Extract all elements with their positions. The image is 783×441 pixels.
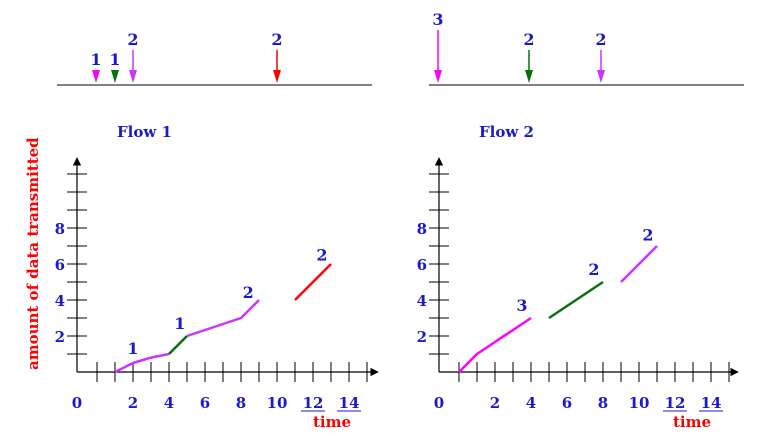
segment-label: 2	[588, 260, 599, 279]
arrival-label: 2	[127, 30, 138, 49]
y-tick-label: 4	[417, 292, 427, 310]
arrival-arrow-head	[111, 70, 119, 83]
x-tick-label: 10	[629, 394, 650, 412]
segment-label: 2	[316, 245, 327, 264]
arrival-label: 2	[271, 30, 282, 49]
arrival-arrow-head	[129, 70, 137, 83]
arrival-left-2: 2	[127, 30, 139, 83]
y-tick-label: 6	[417, 256, 427, 274]
series-segment-1	[548, 280, 604, 320]
series-segment-2	[186, 299, 260, 338]
series-segment-3	[294, 263, 332, 301]
x-tick-label: 0	[72, 394, 82, 412]
x-tick-label: 4	[164, 394, 174, 412]
arrival-arrow-head	[434, 70, 442, 83]
arrival-arrow-head	[92, 70, 100, 83]
y-tick-label: 2	[417, 328, 427, 346]
y-tick-label: 8	[55, 220, 65, 238]
x-tick-label: 0	[434, 394, 444, 412]
chart-flow-2-xlabel: time	[673, 413, 711, 431]
x-tick-label: 8	[598, 394, 608, 412]
arrival-label: 1	[90, 50, 101, 69]
segment-label: 1	[127, 339, 138, 358]
arrival-label: 2	[595, 30, 606, 49]
series-segment-0	[114, 352, 170, 374]
series-segment-1	[168, 335, 188, 355]
y-tick-label: 2	[55, 328, 65, 346]
arrival-timeline-right: 3 2 2	[429, 10, 744, 86]
x-tick-label: 14	[339, 394, 360, 412]
arrival-right-0: 3	[432, 10, 444, 83]
arrival-timeline-left: 1 12 2	[57, 30, 372, 86]
y-axis-title: amount of data transmitted	[24, 137, 42, 370]
chart-flow-2-title: Flow 2	[479, 123, 534, 141]
x-tick-label: 6	[200, 394, 210, 412]
y-tick-label: 8	[417, 220, 427, 238]
x-tick-label: 12	[303, 394, 324, 412]
segment-label: 1	[174, 314, 185, 333]
x-tick-label: 6	[562, 394, 572, 412]
arrival-label: 3	[432, 10, 443, 29]
arrival-label: 2	[523, 30, 534, 49]
arrival-label: 1	[109, 50, 120, 69]
chart-flow-2: Flow 2 2 4 6 8 0 2 4 6 8 10 12 14 3 2 2 time	[417, 123, 739, 431]
arrival-left-1: 1	[109, 50, 121, 83]
chart-flow-1-xlabel: time	[313, 413, 351, 431]
segment-label: 2	[642, 226, 653, 245]
x-tick-label: 12	[665, 394, 686, 412]
arrival-arrow-head	[273, 70, 281, 83]
segment-label: 2	[243, 283, 254, 302]
x-tick-label: 2	[490, 394, 500, 412]
x-tick-label: 4	[526, 394, 536, 412]
chart-flow-1-title: Flow 1	[117, 123, 172, 141]
arrival-left-0: 1	[90, 50, 102, 83]
arrival-right-1: 2	[523, 30, 535, 83]
x-tick-label: 10	[267, 394, 288, 412]
series-segment-2	[620, 245, 658, 283]
y-tick-label: 6	[55, 256, 65, 274]
y-tick-label: 4	[55, 292, 65, 310]
x-tick-label: 2	[128, 394, 138, 412]
x-tick-label: 14	[701, 394, 722, 412]
series-segment-0	[458, 316, 532, 373]
segment-label: 3	[516, 296, 527, 315]
arrival-left-3: 2	[271, 30, 283, 83]
arrival-arrow-head	[597, 70, 605, 83]
x-tick-label: 8	[236, 394, 246, 412]
arrival-right-2: 2	[595, 30, 607, 83]
arrival-arrow-head	[525, 70, 533, 83]
